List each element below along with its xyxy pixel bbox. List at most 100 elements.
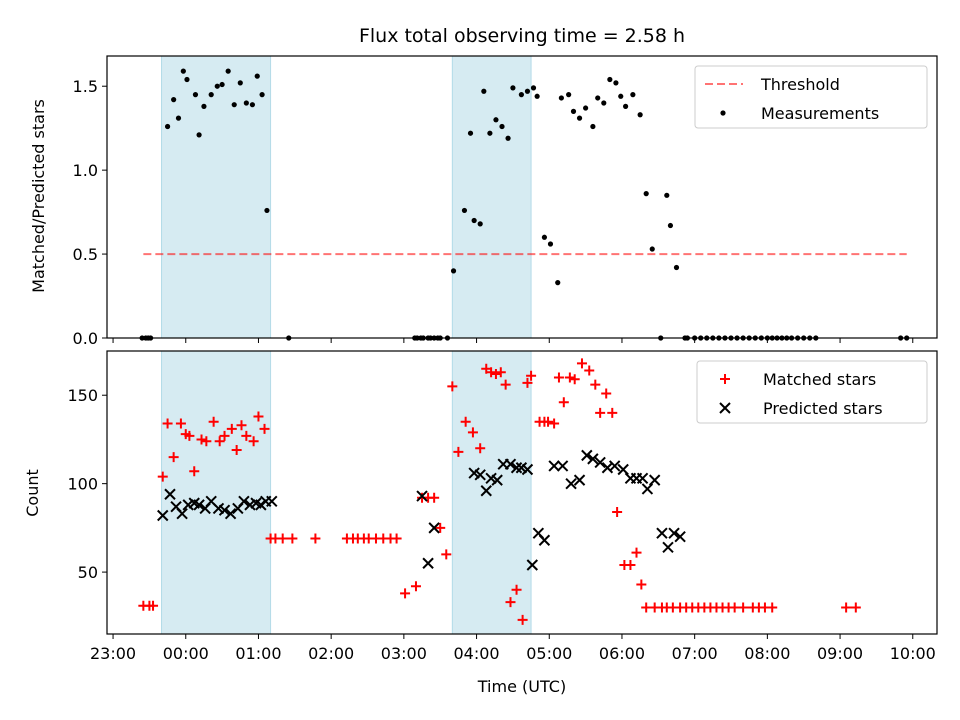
measurements-point [219,81,225,88]
measurements-point [643,191,649,197]
matched-stars-point [850,602,861,613]
y-tick-label: 1.0 [73,161,98,180]
shaded-interval-1 [161,55,272,339]
measurements-point [237,80,243,86]
measurements-point [637,112,643,118]
legend-label: Threshold [760,75,840,94]
axes-frame [106,350,938,635]
matched-stars-point [517,614,528,625]
y-tick-label: 100 [67,475,98,494]
predicted-stars-point [480,485,492,497]
matched-stars-point [841,602,852,613]
matched-stars-point [543,416,554,427]
measurements-point [630,92,636,98]
predicted-stars-point [662,541,674,554]
matched-stars-point [612,506,623,517]
matched-stars-point [157,471,168,482]
predicted-stars-point [266,495,278,508]
matched-stars-point [148,600,159,611]
predicted-stars-point [176,508,188,520]
measurements-point [192,92,199,98]
matched-stars-point [253,411,264,422]
matched-stars-point [214,436,225,447]
measurements-point [622,103,629,109]
measurements-point [493,117,499,123]
matched-stars-point [226,423,237,434]
matched-stars-point [553,372,564,383]
shaded-interval-1 [161,350,272,635]
legend-box [694,65,928,129]
measurements-point [583,105,589,111]
matched-stars-point [184,430,195,441]
predicted-stars-point [526,559,539,571]
measurements-point [667,222,674,229]
matched-stars-point [511,584,522,595]
y-tick-label: 0.5 [73,245,98,264]
matched-stars-point [625,560,636,571]
matched-stars-point [248,436,259,447]
legend-label: Matched stars [763,370,876,389]
x-tick-label: 08:00 [744,644,790,663]
measurements-point [467,130,474,136]
measurements-point [243,100,249,106]
matched-stars-point [490,368,501,379]
measurements-point [471,217,477,224]
measurements-point [510,85,516,91]
matched-stars-point [168,452,179,463]
predicted-stars-point [674,531,686,543]
predicted-stars-point [428,522,440,534]
matched-stars-point [486,367,497,378]
measurements-point [541,234,548,240]
matched-stars-point [447,381,458,392]
measurements-point [481,88,487,94]
measurements-point [649,246,655,252]
measurements-point [566,92,572,98]
matched-stars-point [601,388,612,399]
measurements-point [201,103,207,109]
matched-stars-point [475,443,486,454]
measurements-point [590,123,596,130]
figure-title: Flux total observing time = 2.58 h [359,25,685,47]
matched-stars-point [505,597,516,608]
measurements-point [196,132,202,138]
predicted-stars-point [521,463,534,476]
matched-stars-point [410,581,421,592]
measurements-point [530,85,537,91]
matched-stars-point [441,549,452,560]
matched-stars-point [259,423,270,434]
matched-stars-point [564,372,575,383]
legend-measurements-swatch [720,110,726,116]
matched-stars-point [391,533,402,544]
legend-box [696,360,928,424]
measurements-point [180,68,186,74]
matched-stars-point [738,602,749,613]
predicted-stars-point [656,527,668,539]
predicted-stars-point [594,456,606,469]
measurements-point [518,92,524,98]
predicted-stars-point [538,534,551,546]
measurements-point [505,135,511,141]
measurements-point [249,102,256,108]
matched-stars-point [429,492,440,503]
matched-stars-point [549,418,560,429]
matched-stars-point [287,533,298,544]
legend: Threshold Measurements [694,65,928,129]
predicted-stars-point [617,463,629,476]
measurements-point [231,102,237,108]
measurements-point [558,95,564,101]
measurements-point [208,92,214,98]
predicted-stars-point [556,460,569,472]
matched-stars-point [460,416,471,427]
predicted-stars-point [474,469,486,481]
legend-matched-swatch [720,374,730,384]
measurements-point [264,207,270,214]
matched-stars-point [558,397,569,408]
matched-stars-point [729,602,740,613]
measurements-point [613,80,619,86]
matched-stars-point [595,407,606,418]
matched-stars-point [500,379,511,390]
x-tick-label: 06:00 [599,644,645,663]
predicted-stars-point [587,453,599,465]
matched-stars-point [522,377,533,388]
